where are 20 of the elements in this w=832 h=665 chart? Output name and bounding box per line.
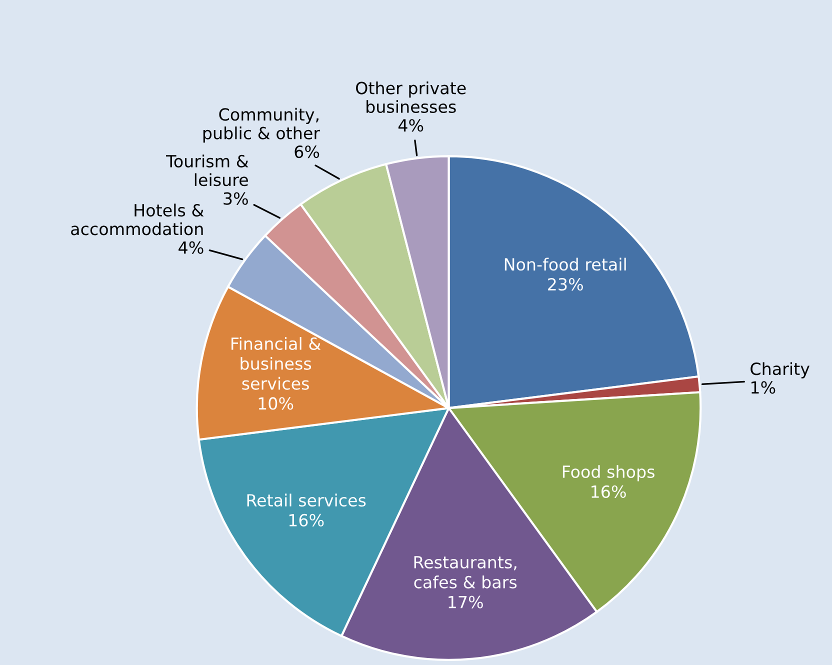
slice-label: Non-food retail (504, 258, 626, 271)
data-label: 6% (294, 145, 320, 158)
data-label: 4% (178, 241, 204, 254)
slice-label: Other private businesses (356, 81, 466, 114)
slice-label: Hotels & accommodation (71, 204, 204, 236)
slice-label: Retail services (247, 494, 366, 507)
data-label: 16% (592, 485, 626, 498)
slice-label: Community, public & other (203, 108, 320, 143)
slice-label: Tourism & leisure (166, 154, 248, 186)
slice-label: Restaurants, cafes & bars (414, 556, 517, 588)
data-label: 16% (289, 514, 324, 527)
data-label: 17% (448, 596, 483, 608)
slice-label: Charity (750, 362, 810, 378)
data-label: 23% (548, 278, 583, 291)
data-label: 4% (398, 119, 424, 132)
slice-label: Financial & business services (232, 337, 321, 390)
data-label: 3% (224, 192, 248, 205)
data-label: 10% (258, 397, 294, 410)
data-label: 1% (752, 381, 776, 394)
slice-label: Food shops (562, 465, 654, 482)
